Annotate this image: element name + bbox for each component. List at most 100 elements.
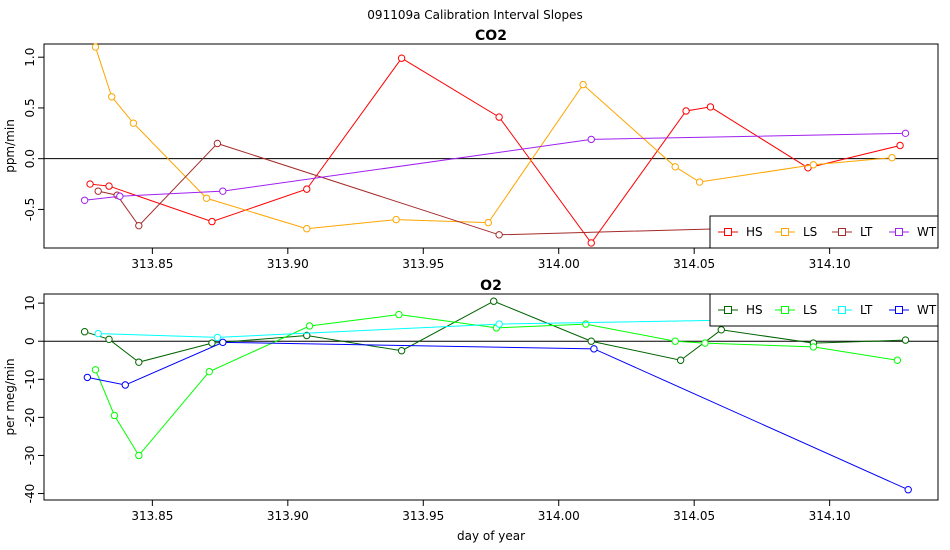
o2-data-point (809, 343, 818, 351)
o2-data-point (83, 373, 92, 382)
o2-data-point (676, 356, 685, 364)
co2-data-point (397, 54, 406, 62)
co2-y-axis-label: ppm/min (3, 119, 17, 173)
o2-data-point (397, 347, 406, 355)
co2-data-point (86, 180, 94, 188)
co2-data-point (495, 231, 503, 239)
co2-x-tick-label: 313.95 (402, 257, 444, 271)
co2-x-tick-label: 314.10 (809, 257, 851, 271)
o2-data-point (901, 336, 910, 344)
o2-data-point (110, 411, 119, 420)
co2-legend: HS LS LT WT (709, 215, 939, 249)
o2-y-tick-label: -20 (23, 408, 37, 428)
o2-y-axis-label: per meg/min (3, 358, 17, 435)
o2-data-point (208, 339, 216, 347)
o2-data-point (303, 331, 311, 340)
o2-data-point (590, 345, 598, 353)
co2-legend-swatch-marker (781, 228, 789, 236)
co2-data-point (392, 215, 400, 224)
co2-legend-label: HS (746, 225, 763, 239)
co2-y-tick-label: 0.0 (23, 149, 37, 168)
o2-data-point (135, 451, 143, 460)
co2-legend-swatch-marker (895, 228, 903, 236)
co2-legend-swatch-marker (724, 228, 732, 236)
co2-panel: CO2 313.85 313.90 313.95 314.00 314.05 314.10 -… (3, 28, 939, 271)
o2-series-line-lt (98, 319, 722, 338)
o2-data-point (717, 326, 725, 334)
o2-data-point (91, 366, 100, 374)
co2-data-point (219, 187, 227, 195)
o2-x-tick-label: 313.85 (131, 509, 173, 523)
o2-x-tick-label: 314.05 (673, 509, 715, 523)
co2-data-point (896, 141, 904, 150)
co2-data-point (208, 217, 216, 226)
co2-legend-label: WT (917, 225, 937, 239)
co2-x-tick-label: 314.00 (538, 257, 580, 271)
o2-legend-label: HS (746, 303, 763, 317)
co2-data-point (303, 225, 311, 233)
o2-series-ls (91, 310, 902, 460)
o2-series-line-wt (87, 341, 909, 491)
co2-data-point (888, 153, 896, 162)
o2-data-point (904, 486, 912, 494)
o2-legend-item-hs: HS (718, 303, 763, 317)
o2-data-point (105, 335, 113, 344)
o2-legend-item-lt: LT (832, 303, 873, 317)
o2-panel: O2 313.85 313.90 313.95 314.00 314.05 314.10 -4… (3, 278, 939, 543)
o2-data-point (94, 329, 102, 338)
co2-data-point (695, 178, 704, 186)
co2-data-point (579, 80, 587, 89)
co2-legend-item-lt: LT (832, 225, 873, 239)
o2-series-line-hs (84, 300, 906, 363)
co2-data-point (303, 185, 311, 193)
o2-data-point (305, 322, 314, 330)
co2-data-point (682, 107, 690, 115)
co2-data-point (116, 192, 124, 200)
co2-data-point (80, 196, 89, 204)
o2-data-point (213, 333, 222, 342)
o2-legend-swatch-marker (895, 306, 903, 314)
o2-x-tick-label: 314.10 (809, 509, 851, 523)
co2-legend-item-ls: LS (775, 225, 817, 239)
co2-data-point (484, 218, 492, 227)
co2-series-line-wt (84, 132, 906, 201)
co2-data-point (135, 221, 143, 230)
co2-series-ls (91, 43, 896, 233)
figure-title: 091109a Calibration Interval Slopes (367, 8, 582, 22)
co2-data-point (587, 135, 595, 144)
co2-y-tick-label: -0.5 (23, 198, 37, 221)
o2-data-point (121, 381, 129, 389)
co2-data-point (213, 139, 222, 148)
co2-legend-item-hs: HS (718, 225, 763, 239)
co2-series-wt (80, 129, 910, 204)
co2-data-point (901, 129, 910, 138)
o2-data-point (893, 356, 902, 364)
co2-series-line-hs (90, 57, 901, 244)
co2-panel-title: CO2 (475, 28, 507, 44)
o2-data-point (219, 338, 227, 347)
o2-series-lt (94, 316, 725, 342)
o2-legend-label: WT (917, 303, 937, 317)
co2-plot-frame (43, 43, 939, 249)
o2-data-point (495, 320, 503, 328)
co2-data-point (129, 119, 138, 127)
co2-data-point (108, 93, 116, 101)
co2-data-point (671, 163, 679, 171)
co2-series-hs (86, 54, 904, 247)
co2-data-point (495, 113, 503, 121)
co2-legend-label: LT (860, 225, 873, 239)
co2-data-point (202, 194, 211, 202)
o2-legend: HS LS LT WT (709, 293, 939, 327)
co2-y-tick-label: 1.0 (23, 48, 37, 67)
co2-x-tick-label: 314.05 (673, 257, 715, 271)
o2-plot-frame (43, 293, 939, 501)
o2-panel-title: O2 (480, 278, 502, 294)
o2-data-point (671, 337, 679, 345)
o2-data-point (582, 320, 590, 328)
co2-x-tick-label: 313.90 (267, 257, 309, 271)
o2-legend-swatch-marker (838, 306, 846, 314)
co2-data-point (94, 187, 102, 195)
o2-y-tick-label: -40 (23, 484, 37, 504)
co2-data-point (105, 182, 113, 190)
